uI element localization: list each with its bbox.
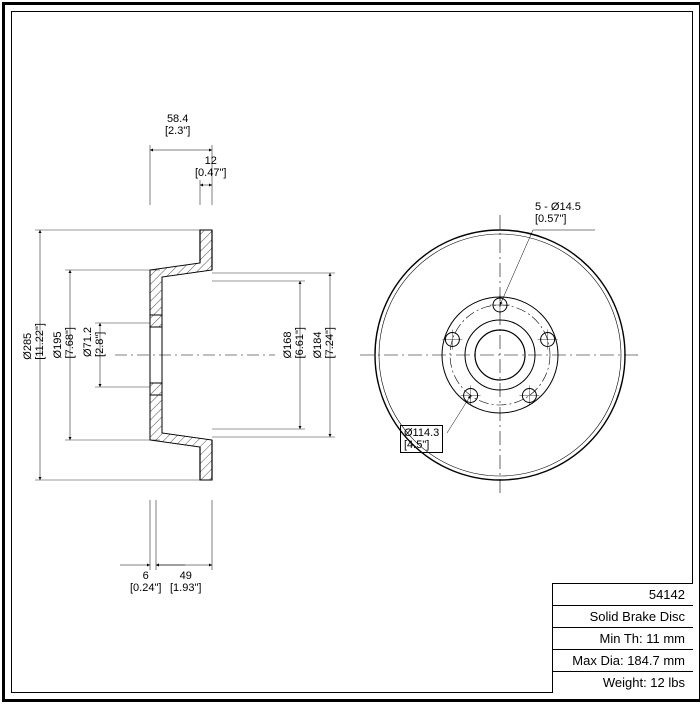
dim-58-4: 58.4 [2.3"] — [165, 113, 190, 137]
part-name: Solid Brake Disc — [553, 606, 693, 628]
dim-195: Ø195 [7.68"] — [52, 327, 76, 358]
dim-6: 6 [0.24"] — [130, 570, 161, 594]
drawing-frame: 58.4 [2.3"] 12 [0.47"] 6 [0.24"] 49 [1.9… — [2, 2, 700, 702]
dim-168: Ø168 [6.61"] — [282, 327, 306, 358]
callout-bolt-holes: 5 - Ø14.5 [0.57"] — [535, 201, 581, 225]
dim-71-2: Ø71.2 [2.8"] — [82, 327, 106, 357]
min-thickness: Min Th: 11 mm — [553, 628, 693, 650]
dim-184: Ø184 [7.24"] — [312, 327, 336, 358]
part-number: 54142 — [553, 584, 693, 606]
weight: Weight: 12 lbs — [553, 672, 693, 693]
callout-bolt-circle: Ø114.3 [4.5"] — [400, 425, 443, 453]
dim-49: 49 [1.93"] — [170, 570, 201, 594]
max-diameter: Max Dia: 184.7 mm — [553, 650, 693, 672]
title-block: 54142 Solid Brake Disc Min Th: 11 mm Max… — [552, 583, 693, 693]
dim-285: Ø285 [11.22"] — [22, 323, 46, 360]
dim-12: 12 [0.47"] — [195, 155, 226, 179]
